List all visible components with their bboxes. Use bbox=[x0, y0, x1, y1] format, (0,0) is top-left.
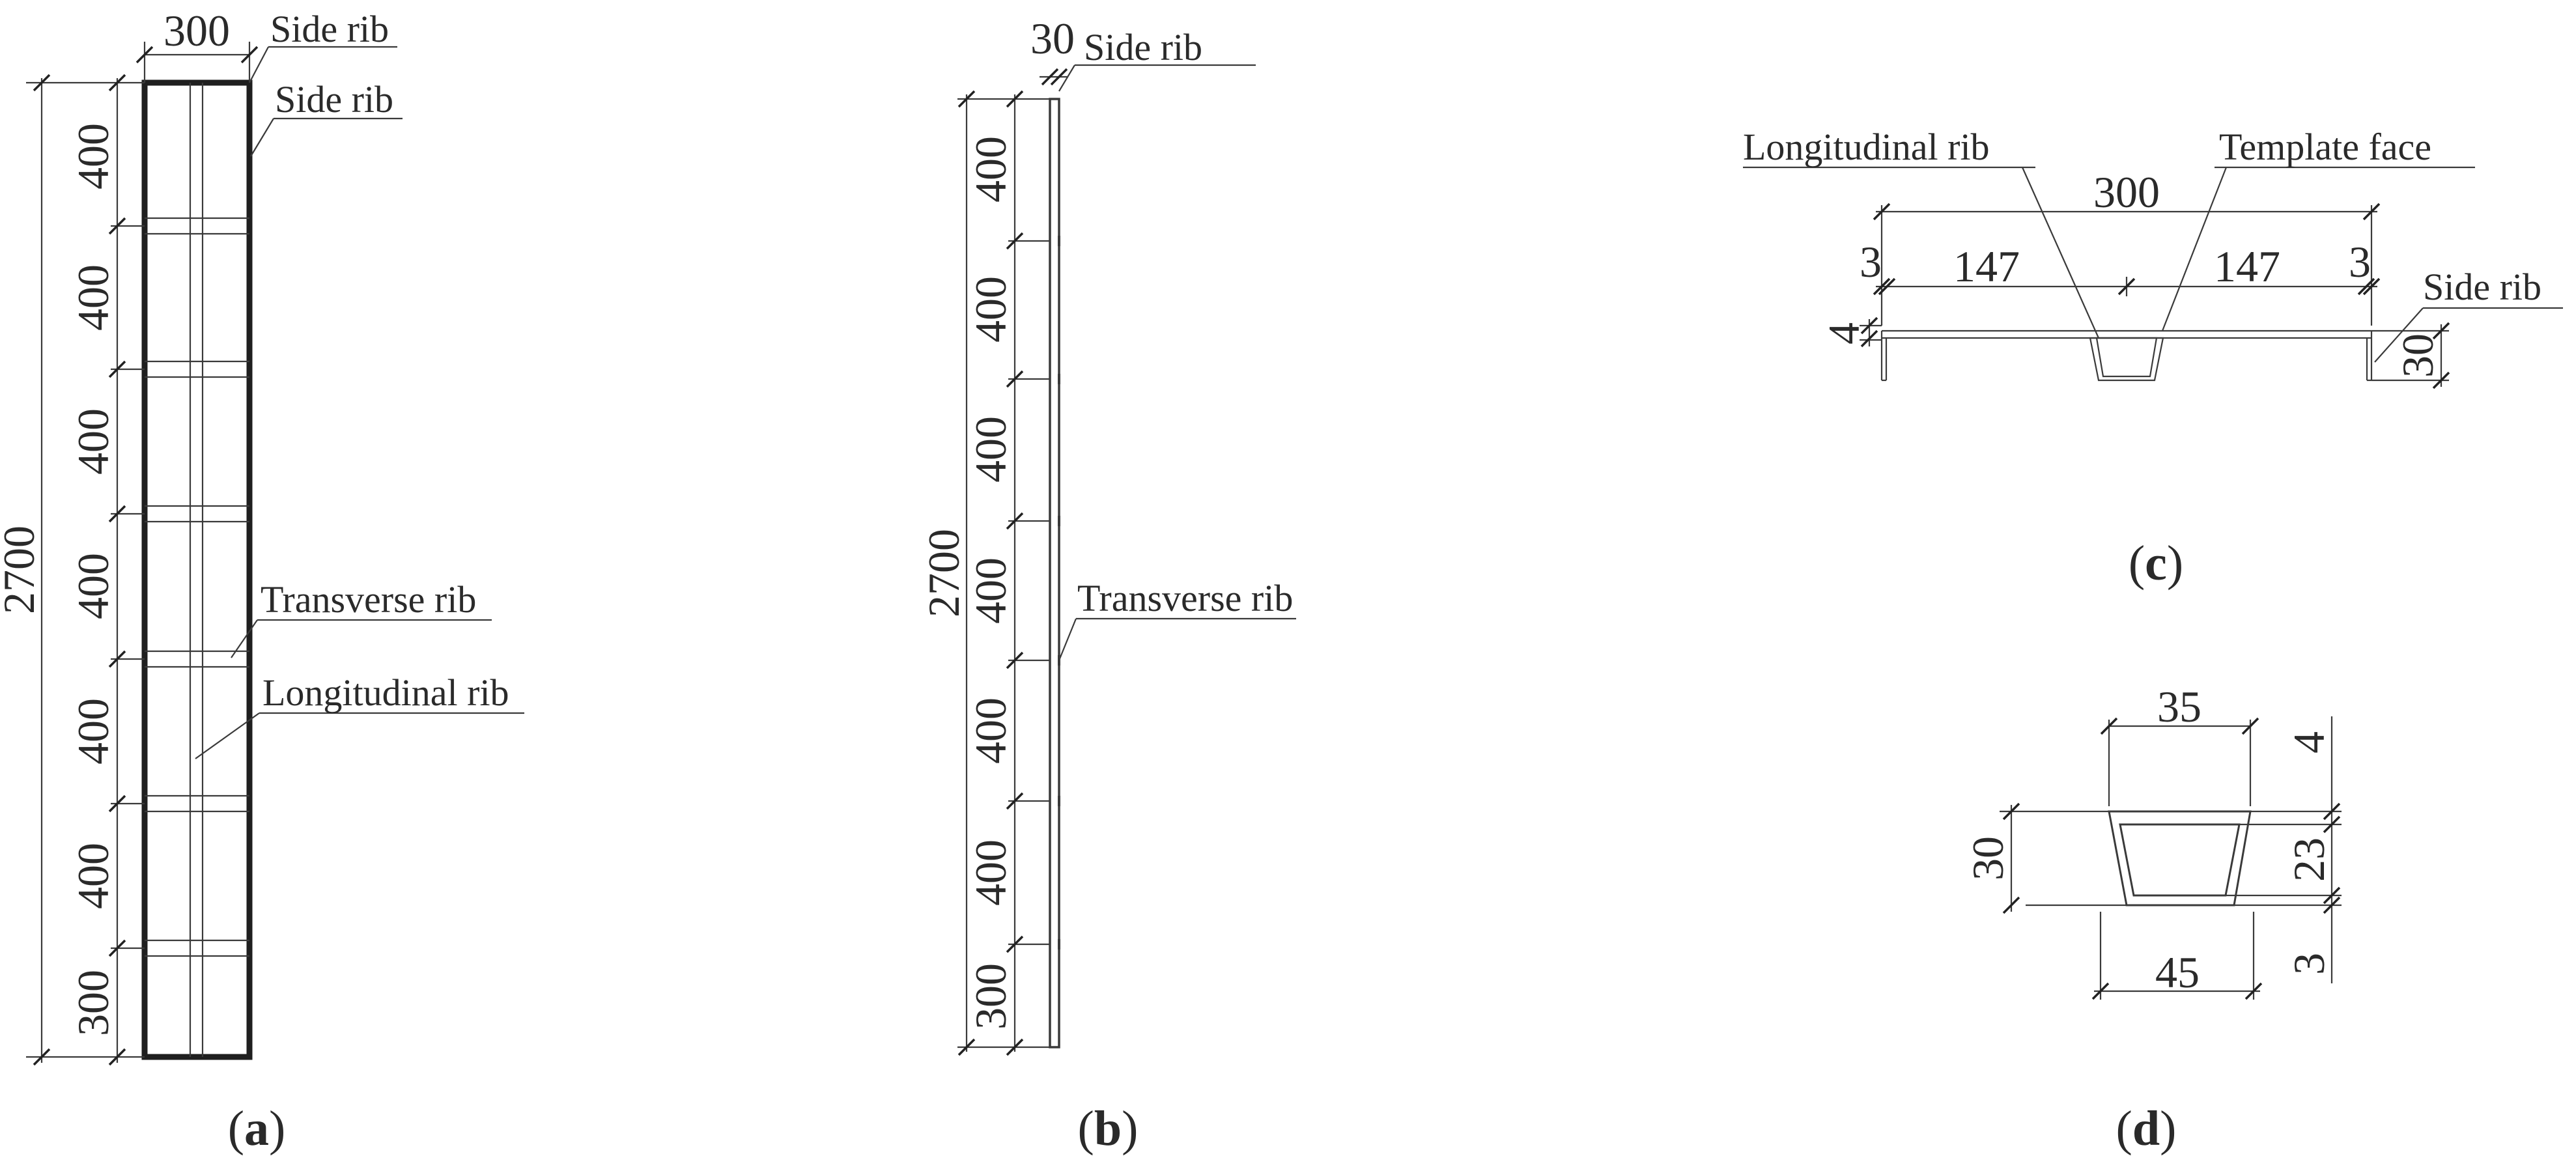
panel-d-rib-detail: 35 45 30 bbox=[1963, 682, 2342, 1156]
panel-b-segment-5: 400 bbox=[966, 697, 1015, 764]
panel-b-segment-2: 400 bbox=[966, 276, 1015, 343]
panel-a-label-side-rib-top: Side rib bbox=[270, 8, 389, 50]
panel-a-segment-7: 300 bbox=[68, 970, 118, 1036]
panel-a-total-height-dimension: 2700 bbox=[0, 74, 145, 1066]
panel-c-caption: (c) bbox=[2129, 536, 2183, 591]
panel-c-longitudinal-rib-section bbox=[2089, 337, 2164, 382]
panel-d-top-thickness-value: 4 bbox=[2284, 731, 2334, 753]
panel-a-caption: (a) bbox=[228, 1101, 286, 1156]
panel-a-segment-4: 400 bbox=[68, 553, 118, 619]
panel-b-segment-6: 400 bbox=[966, 839, 1015, 906]
panel-b-side-elevation: 30 2700 400 bbox=[919, 14, 1296, 1156]
panel-c-rib-height-value: 30 bbox=[2393, 333, 2442, 378]
panel-b-segment-1: 400 bbox=[966, 136, 1015, 203]
panel-a-label-transverse-rib: Transverse rib bbox=[261, 578, 476, 621]
panel-d-inner-height-value: 23 bbox=[2284, 837, 2334, 882]
panel-c-right-half-value: 147 bbox=[2214, 242, 2280, 291]
panel-a-segment-1: 400 bbox=[68, 123, 118, 190]
panel-a-width-value: 300 bbox=[163, 6, 230, 55]
panel-a-outer-frame bbox=[141, 79, 253, 1060]
panel-b-segment-7: 300 bbox=[966, 963, 1015, 1030]
panel-c-label-longitudinal-rib: Longitudinal rib bbox=[1743, 126, 1990, 168]
panel-c-width-dimension: 300 bbox=[1873, 167, 2381, 326]
panel-a-label-longitudinal-rib: Longitudinal rib bbox=[262, 671, 509, 714]
panel-b-total-height-dimension: 2700 bbox=[919, 90, 1050, 1056]
panel-a-segment-2: 400 bbox=[68, 264, 118, 331]
panel-c-segment-dimensions: 3 147 147 3 bbox=[1860, 237, 2381, 296]
panel-b-thickness-value: 30 bbox=[1030, 14, 1075, 63]
panel-c-label-template-face: Template face bbox=[2219, 126, 2431, 168]
panel-c-right-edge-value: 3 bbox=[2349, 237, 2371, 287]
panel-a-label-side-rib-right: Side rib bbox=[275, 78, 393, 120]
panel-a-leaders: Side rib Side rib Transverse rib Longitu… bbox=[195, 8, 524, 759]
panel-a-transverse-ribs bbox=[145, 217, 249, 957]
panel-c-cross-section: 300 3 147 147 3 4 bbox=[1743, 126, 2563, 591]
panel-c-rib-height-dimension: 30 bbox=[2371, 322, 2450, 389]
panel-d-top-width-dimension: 35 bbox=[2100, 682, 2259, 806]
panel-c-leaders: Longitudinal rib Template face Side rib bbox=[1743, 126, 2563, 363]
panel-a-elevation: 300 2700 400 bbox=[0, 6, 524, 1156]
panel-d-bottom-thickness-value: 3 bbox=[2284, 953, 2334, 975]
panel-b-caption: (b) bbox=[1078, 1101, 1139, 1156]
panel-c-face-thickness-dimension: 4 bbox=[1819, 316, 1882, 348]
panel-d-caption: (d) bbox=[2116, 1101, 2177, 1156]
panel-d-bottom-width-value: 45 bbox=[2155, 948, 2200, 997]
panel-b-total-height-value: 2700 bbox=[919, 529, 969, 617]
panel-d-top-width-value: 35 bbox=[2157, 682, 2201, 731]
panel-c-left-half-value: 147 bbox=[1953, 242, 2020, 291]
panel-a-segment-dimensions: 400 400 400 400 400 400 300 bbox=[68, 74, 145, 1066]
panel-b-label-transverse-rib: Transverse rib bbox=[1077, 577, 1293, 619]
panel-b-thickness-dimension: 30 bbox=[1030, 14, 1075, 86]
panel-b-segment-3: 400 bbox=[966, 416, 1015, 483]
panel-d-rib-trapezoid bbox=[2108, 810, 2252, 907]
panel-d-right-dimensions: 4 23 3 bbox=[2226, 716, 2342, 983]
panel-b-segment-dimensions: 400 400 400 400 400 400 300 bbox=[966, 90, 1050, 1056]
panel-c-width-value: 300 bbox=[2093, 167, 2160, 217]
panel-a-total-height-value: 2700 bbox=[0, 526, 44, 614]
panel-d-bottom-width-dimension: 45 bbox=[2091, 912, 2263, 1000]
panel-b-segment-4: 400 bbox=[966, 557, 1015, 624]
panel-a-segment-5: 400 bbox=[68, 698, 118, 765]
panel-a-width-dimension: 300 bbox=[135, 6, 259, 83]
panel-c-face-thickness-value: 4 bbox=[1819, 322, 1869, 344]
panel-b-leaders: Side rib Transverse rib bbox=[1058, 26, 1296, 661]
panel-b-label-side-rib: Side rib bbox=[1084, 26, 1202, 68]
panel-a-segment-6: 400 bbox=[68, 843, 118, 909]
panel-d-height-dimension: 30 bbox=[1963, 802, 2127, 914]
panel-c-label-side-rib: Side rib bbox=[2423, 266, 2541, 308]
panel-d-height-value: 30 bbox=[1963, 836, 2013, 880]
panel-c-left-edge-value: 3 bbox=[1860, 237, 1882, 287]
panel-a-segment-3: 400 bbox=[68, 408, 118, 475]
panel-b-thin-profile bbox=[1049, 98, 1060, 1048]
